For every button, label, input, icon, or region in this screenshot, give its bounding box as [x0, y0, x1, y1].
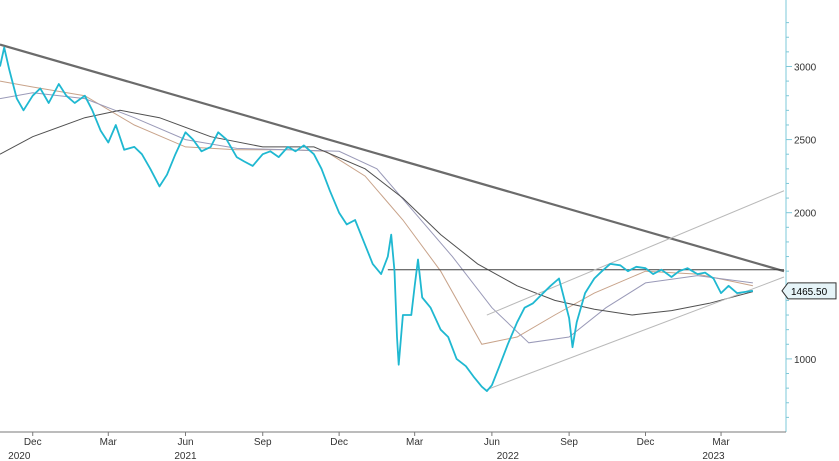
last-price-badge-shape	[781, 282, 837, 300]
y-tick-label: 2000	[794, 209, 817, 220]
x-tick-label: Mar	[712, 437, 730, 448]
x-year-label: 2022	[497, 451, 520, 461]
moving-average-line	[0, 80, 754, 345]
x-tick-label: Jun	[177, 437, 193, 448]
x-tick-label: Jun	[484, 437, 500, 448]
last-price-label: 1465.50	[791, 287, 828, 298]
price-series	[0, 46, 754, 393]
moving-average-line	[0, 109, 754, 316]
x-year-label: 2020	[8, 451, 31, 461]
x-tick-label: Mar	[100, 437, 118, 448]
y-tick-label: 3000	[794, 62, 817, 73]
x-tick-label: Sep	[560, 437, 578, 448]
price-line	[0, 46, 754, 393]
x-tick-label: Sep	[254, 437, 272, 448]
trend-lines	[0, 43, 785, 391]
x-tick-label: Dec	[24, 437, 42, 448]
trend-line	[0, 43, 785, 273]
moving-average-line	[0, 92, 753, 344]
trend-line	[486, 190, 785, 316]
x-year-label: 2023	[702, 451, 725, 461]
trend-line	[486, 276, 785, 391]
y-tick-label: 2500	[794, 136, 817, 147]
x-year-label: 2021	[174, 451, 197, 461]
axes: 10001500200025003000DecMarJunSepDecMarJu…	[0, 0, 817, 461]
last-price-badge: 1465.50	[781, 282, 837, 300]
x-tick-label: Dec	[637, 437, 655, 448]
x-tick-label: Mar	[406, 437, 424, 448]
x-tick-label: Dec	[330, 437, 348, 448]
y-tick-label: 1000	[794, 355, 817, 366]
moving-averages	[0, 80, 754, 345]
